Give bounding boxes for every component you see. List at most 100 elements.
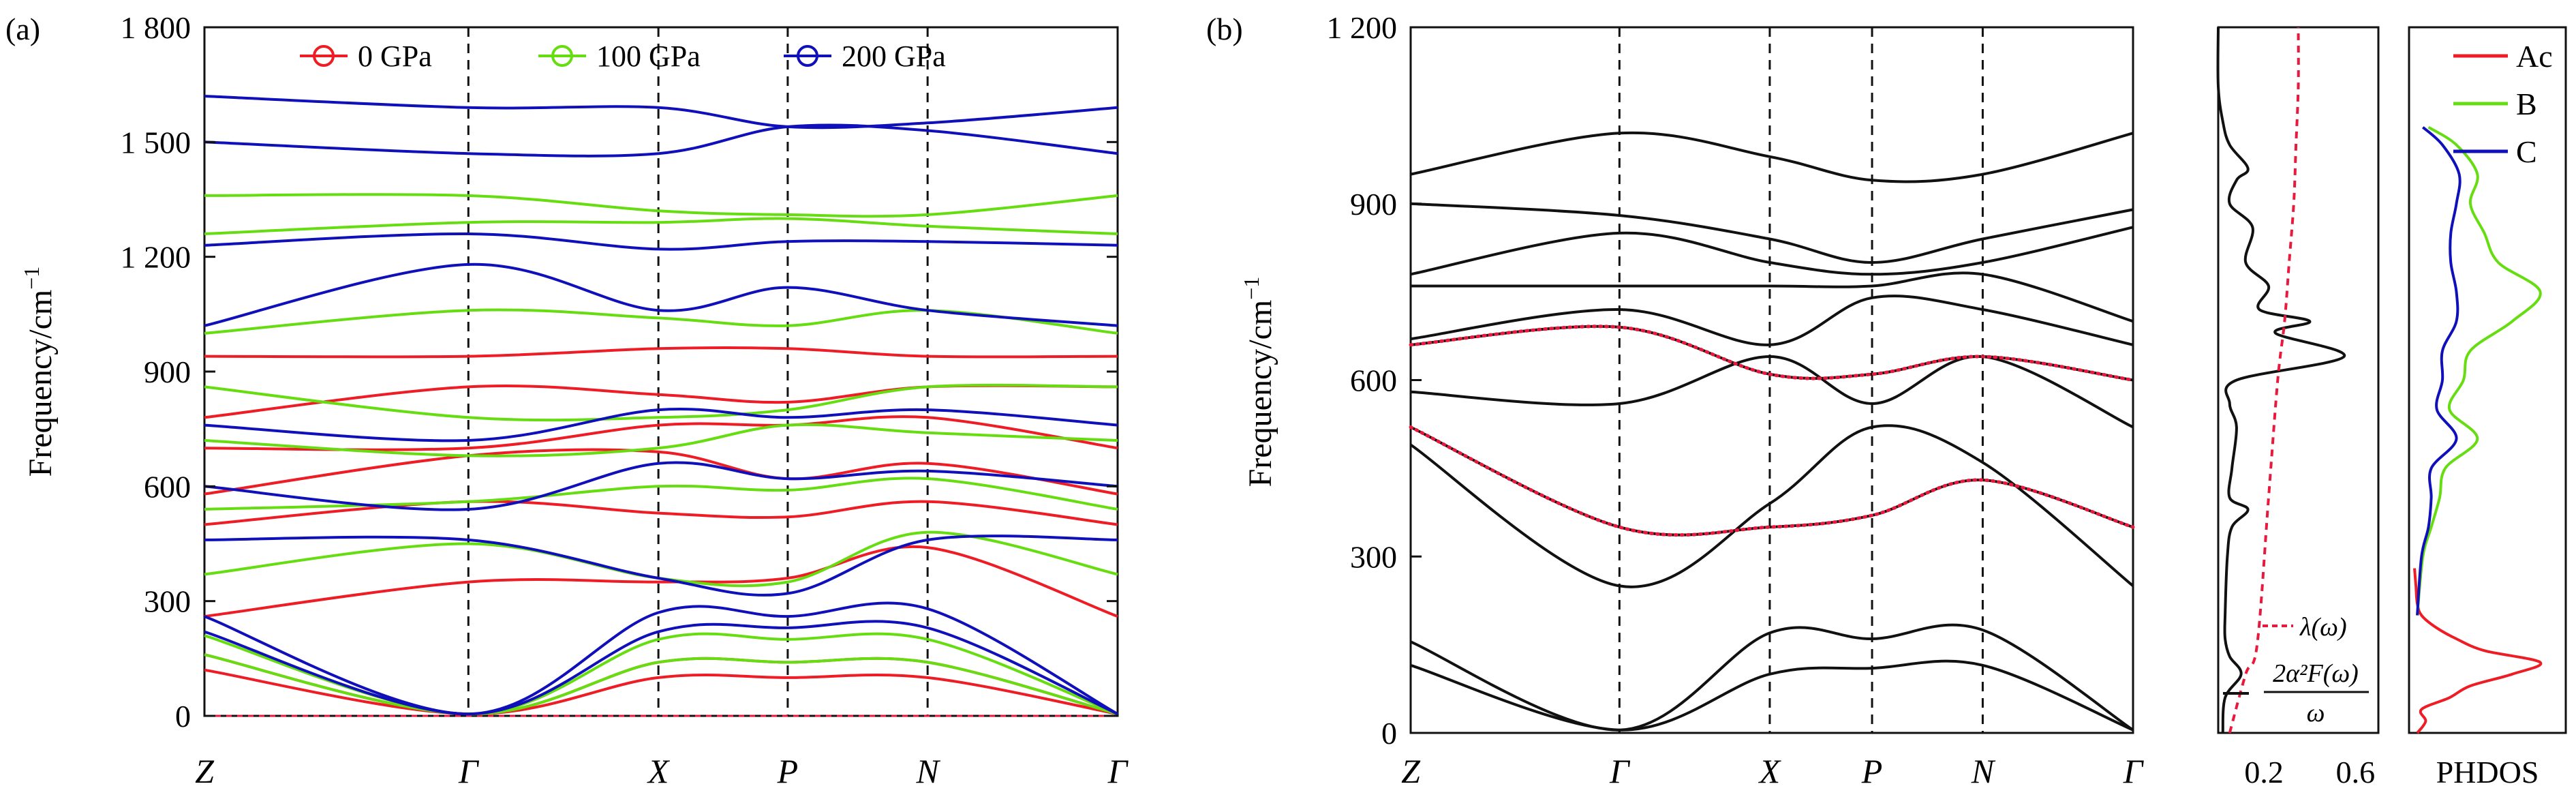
eliashberg-legend: λ(ω) 2α²F(ω) ω [2223, 613, 2369, 727]
panel-eliashberg: 0.2 0.6 λ(ω) 2α²F(ω) ω [2216, 26, 2380, 790]
panel-b-label: (b) [1206, 12, 1243, 46]
panel-a-ylabel: Frequency/cm−1 [19, 267, 59, 477]
band-p100-2 [204, 530, 1118, 588]
band-b-5 [1410, 325, 2134, 382]
band-p100-3 [204, 477, 1118, 511]
series-p200 [204, 95, 1118, 716]
ytick-label-b-0: 0 [1381, 716, 1397, 751]
phdos-frame [2408, 26, 2567, 734]
band-b-weight-5 [1409, 325, 2135, 382]
legend-label-1: 100 GPa [596, 40, 701, 73]
band-p200-6 [204, 232, 1118, 251]
band-p100-0 [204, 653, 1118, 716]
phdos-B [2416, 125, 2542, 616]
phdos-legend-label-1: B [2516, 87, 2537, 121]
lambda-curve [2228, 27, 2300, 734]
band-b-0 [1410, 659, 2134, 732]
band-p0-2 [204, 545, 1118, 618]
ytick-label-a-1: 300 [144, 584, 191, 619]
panel-b-ylabel: Frequency/cm−1 [1239, 277, 1278, 487]
eliashberg-xtick-label-1: 0.6 [2336, 755, 2376, 790]
band-p100-6 [204, 308, 1118, 335]
kpath-label-b-4: N [1971, 752, 1996, 790]
alpha2F-curve [2216, 27, 2346, 734]
ytick-label-a-2: 600 [144, 469, 191, 504]
legend-alpha2F-numerator: 2α²F(ω) [2273, 659, 2359, 688]
legend-marker-1 [551, 45, 573, 67]
band-b-3 [1410, 425, 2134, 537]
phdos-legend-label-0: Ac [2516, 39, 2553, 74]
band-b-7 [1411, 271, 2134, 323]
band-p0-4 [204, 448, 1118, 496]
legend-item-1: 100 GPa [538, 40, 701, 73]
legend-marker-2 [797, 45, 818, 67]
phdos-xlabel: PHDOS [2436, 755, 2539, 790]
band-p100-5 [204, 383, 1118, 422]
legend-alpha2F-denominator: ω [2307, 699, 2325, 727]
band-p200-0 [204, 620, 1118, 716]
panel-b: (b) 0 300 600 900 1 200 Z Γ X P N Γ Frequency/cm−… [1206, 10, 2145, 790]
panel-b-bands [1409, 131, 2135, 732]
ytick-label-b-2: 600 [1350, 363, 1397, 398]
band-p100-7 [204, 217, 1118, 235]
eliashberg-xticks: 0.2 0.6 [2244, 755, 2375, 790]
ytick-label-a-3: 900 [144, 355, 191, 389]
kpath-label-a-0: Z [195, 752, 215, 790]
band-b-4 [1410, 355, 2134, 429]
kpath-label-b-1: Γ [1609, 752, 1631, 790]
kpath-label-a-3: P [777, 752, 799, 790]
kpath-label-b-2: X [1758, 752, 1782, 790]
kpath-label-a-2: X [647, 752, 671, 790]
series-p0 [204, 346, 1118, 716]
ytick-label-a-0: 0 [175, 699, 191, 734]
kpath-label-a-5: Γ [1107, 752, 1129, 790]
band-p200-1 [204, 601, 1118, 716]
legend-label-0: 0 GPa [358, 40, 432, 73]
ytick-label-a-5: 1 500 [121, 125, 191, 160]
legend-item-2: 200 GPa [784, 40, 946, 73]
band-p200-5 [204, 262, 1118, 327]
kpath-label-b-3: P [1861, 752, 1883, 790]
legend-lambda-label: λ(ω) [2299, 613, 2347, 642]
kpath-label-b-0: Z [1401, 752, 1421, 790]
ytick-label-a-6: 1 800 [121, 10, 191, 45]
eliashberg-xtick-label-0: 0.2 [2244, 755, 2284, 790]
band-p0-7 [204, 346, 1118, 359]
band-p200-7 [204, 123, 1118, 157]
kpath-label-a-1: Γ [458, 752, 480, 790]
band-b-2 [1409, 424, 2134, 588]
phdos-Ac [2413, 568, 2543, 734]
panel-a-label: (a) [5, 12, 40, 46]
kpath-label-a-4: N [915, 752, 940, 790]
band-p100-8 [204, 193, 1118, 218]
phdos-curves [2413, 125, 2543, 734]
band-p0-5 [204, 415, 1118, 451]
band-p200-2 [204, 535, 1118, 597]
band-p200-3 [204, 461, 1118, 511]
band-p200-4 [204, 407, 1118, 442]
series-p100 [204, 193, 1118, 716]
ytick-label-b-3: 900 [1350, 187, 1397, 222]
panel-a: (a) 0 300 600 900 1 200 1 500 1 800 Z Γ X P N Γ Fre… [5, 10, 1129, 790]
panel-phdos: Ac BC PHDOS [2408, 26, 2567, 790]
band-p200-8 [204, 95, 1118, 130]
panel-b-yticks: 0 300 600 900 1 200 [1327, 10, 1422, 751]
band-b-9 [1410, 202, 2134, 265]
panel-a-bands [204, 95, 1118, 716]
band-b-6 [1410, 295, 2134, 346]
ytick-label-b-4: 1 200 [1327, 10, 1398, 45]
band-p0-0 [204, 668, 1118, 716]
phdos-C [2416, 126, 2462, 616]
phdos-legend: Ac BC [2453, 39, 2553, 169]
legend-marker-0 [313, 45, 335, 67]
kpath-label-b-5: Γ [2123, 752, 2145, 790]
legend-item-0: 0 GPa [300, 40, 432, 73]
panel-b-plot-frame [1409, 26, 2134, 734]
panel-b-kpoint-lines [1618, 27, 1984, 733]
panel-a-yticks: 0 300 600 900 1 200 1 500 1 800 [121, 10, 1118, 734]
band-b-weight-3 [1409, 425, 2135, 537]
band-b-1 [1410, 623, 2134, 732]
